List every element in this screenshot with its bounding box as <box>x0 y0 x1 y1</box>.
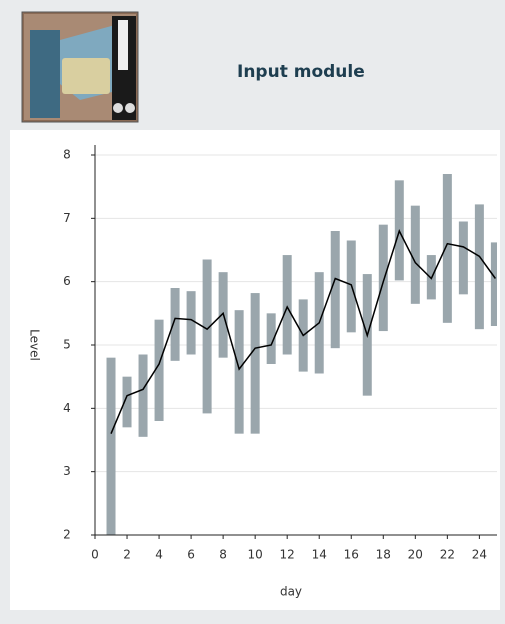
range-bar <box>490 242 497 326</box>
x-tick-label: 20 <box>408 548 423 562</box>
thumbnail-button <box>113 103 123 113</box>
y-tick-label: 5 <box>63 338 71 352</box>
range-bar <box>250 293 260 434</box>
range-bar <box>106 357 116 535</box>
x-tick-label: 16 <box>344 548 359 562</box>
range-bar <box>122 376 132 428</box>
range-bar <box>154 319 164 421</box>
module-title: Input module <box>237 62 365 82</box>
y-tick-label: 4 <box>63 401 71 415</box>
x-tick-label: 18 <box>376 548 391 562</box>
x-tick-label: 0 <box>91 548 99 562</box>
range-bar <box>186 291 196 355</box>
thumbnail-slider <box>118 20 128 70</box>
range-bar <box>378 224 388 332</box>
thumbnail-button <box>125 103 135 113</box>
x-tick-label: 2 <box>123 548 131 562</box>
range-bar <box>282 255 292 355</box>
y-axis-label: Level <box>28 329 42 361</box>
range-bar <box>266 313 276 364</box>
y-tick-label: 6 <box>63 274 71 288</box>
range-bar <box>410 205 420 304</box>
y-tick-label: 8 <box>63 148 71 162</box>
y-tick-label: 7 <box>63 211 71 225</box>
x-tick-label: 6 <box>187 548 195 562</box>
x-tick-label: 12 <box>280 548 295 562</box>
x-tick-label: 10 <box>248 548 263 562</box>
y-tick-label: 3 <box>63 464 71 478</box>
y-tick-label: 2 <box>63 528 71 542</box>
x-tick-label: 8 <box>219 548 227 562</box>
range-bar <box>170 288 180 361</box>
range-bar <box>458 221 468 295</box>
x-tick-label: 22 <box>440 548 455 562</box>
plot <box>95 154 497 535</box>
range-bar <box>442 174 452 323</box>
range-bar <box>138 354 148 437</box>
thumbnail <box>21 11 139 123</box>
range-bar <box>234 310 244 434</box>
thumbnail-keypad <box>62 58 110 94</box>
x-tick-label: 24 <box>472 548 487 562</box>
range-bar <box>474 204 484 330</box>
x-tick-label: 4 <box>155 548 163 562</box>
range-bar <box>202 259 212 414</box>
mean-line <box>110 229 497 434</box>
x-tick-label: 14 <box>312 548 327 562</box>
range-bar <box>330 231 340 349</box>
thumbnail-arm <box>30 30 60 118</box>
x-axis-label: day <box>280 585 302 599</box>
